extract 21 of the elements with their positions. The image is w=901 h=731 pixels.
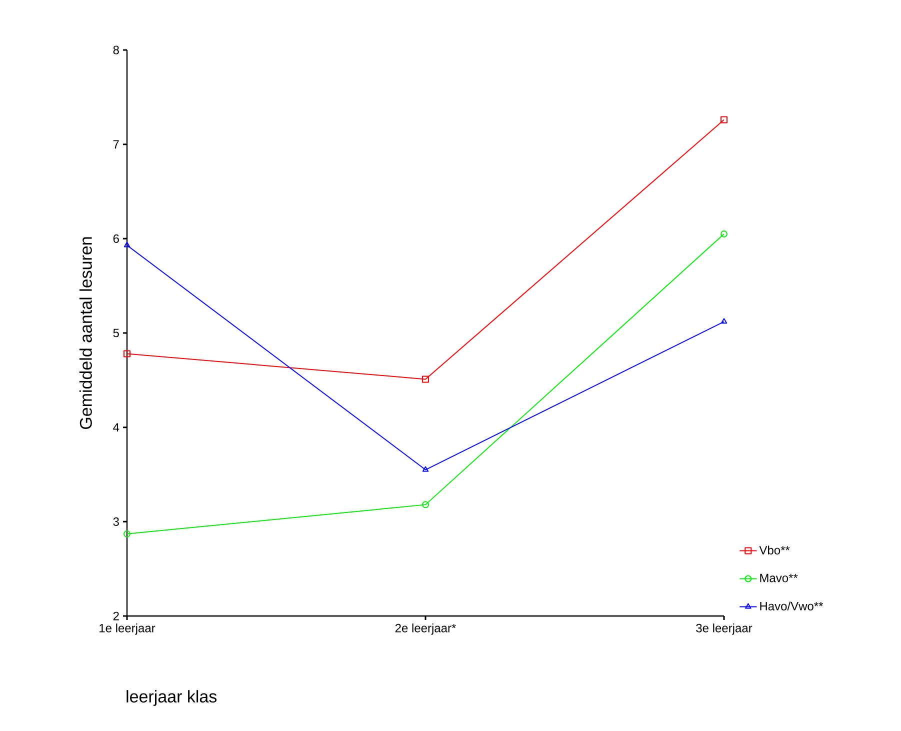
x-tick-label: 1e leerjaar <box>100 624 156 635</box>
y-tick-label: 8 <box>113 46 119 54</box>
x-tick-label: 3e leerjaar <box>696 624 752 635</box>
legend-label: Mavo** <box>760 574 798 582</box>
x-axis-title: leerjaar klas <box>126 690 217 706</box>
y-tick-label: 7 <box>113 140 119 148</box>
point <box>422 466 429 472</box>
y-tick-label: 5 <box>113 328 119 338</box>
legend-label: Havo/Vwo** <box>760 602 824 610</box>
y-tick-label: 6 <box>113 234 119 243</box>
legend-label: Vbo** <box>759 546 790 554</box>
y-axis-title: Gemiddeld aantal lesuren <box>79 237 92 429</box>
y-tick-label: 2 <box>113 612 119 620</box>
point <box>124 350 131 358</box>
point <box>422 501 430 508</box>
x-tick-label: 2e leerjaar* <box>395 624 456 635</box>
point <box>124 242 130 248</box>
y-tick-label: 3 <box>113 517 119 526</box>
y-tick-label: 4 <box>113 423 120 432</box>
point <box>422 376 430 383</box>
point <box>720 116 728 124</box>
